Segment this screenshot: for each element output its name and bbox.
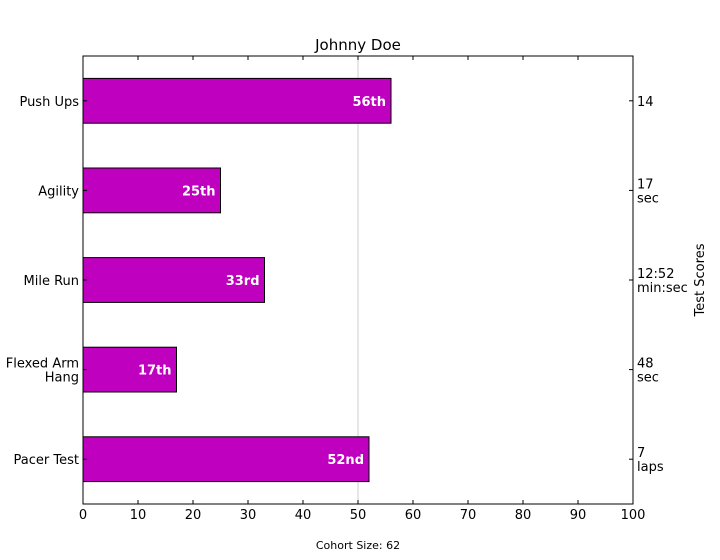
bar [82,436,370,483]
y-tick-label: Agility [38,184,79,199]
x-tick-label: 90 [570,508,587,523]
x-tick-label: 80 [515,508,532,523]
right-tick-label: 12:52 min:sec [637,267,688,296]
bar-label: 56th [352,95,386,110]
bar-label: 33rd [226,274,260,289]
right-axis-label: Test Scores [693,243,708,317]
bar-label: 52nd [327,453,364,468]
y-tick-label: Flexed Arm Hang [6,357,79,386]
cohort-size-footer: Cohort Size: 62 [316,539,400,552]
right-tick-label: 14 [637,95,654,110]
x-tick-label: 10 [130,508,147,523]
chart-title: Johnny Doe [314,36,401,54]
x-tick-label: 60 [405,508,422,523]
plot-area: 52nd 17th 33rd 25th 56th 0 10 20 30 40 50 60 70 80 90 1… [6,55,688,523]
y-tick-label: Mile Run [24,274,80,289]
y-tick-label: Push Ups [19,95,79,110]
bar [82,346,177,393]
x-tick-label: 0 [79,508,87,523]
right-tick-label: 17 sec [637,177,659,206]
bar-label: 25th [182,184,216,199]
bar [82,167,221,214]
bar-label: 17th [138,364,172,379]
x-tick-label: 40 [295,508,312,523]
right-tick-label: 48 sec [637,357,659,386]
bar [82,77,392,124]
right-tick-label: 7 laps [637,446,664,475]
x-tick-label: 30 [240,508,257,523]
y-tick-label: Pacer Test [14,453,79,468]
x-tick-label: 20 [185,508,202,523]
x-tick-label: 70 [460,508,477,523]
x-tick-label: 50 [350,508,367,523]
x-tick-label: 100 [621,508,646,523]
bar [82,257,265,303]
